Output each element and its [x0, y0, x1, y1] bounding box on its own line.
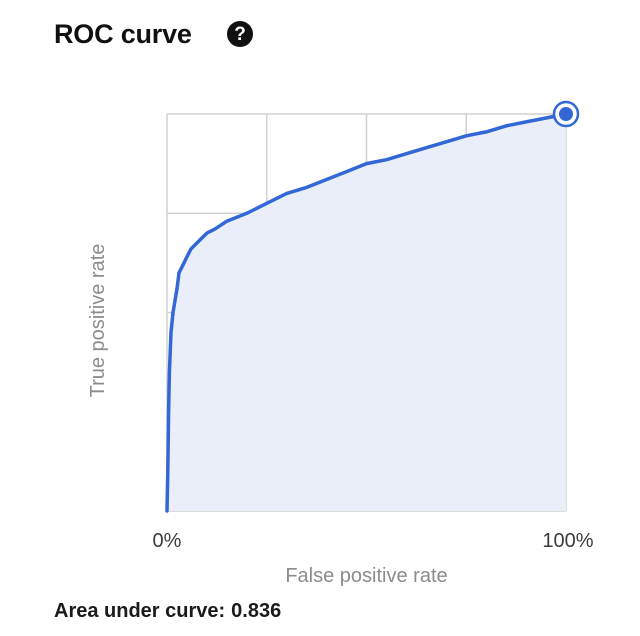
- y-axis-label: True positive rate: [87, 244, 109, 398]
- roc-chart: 0% 100% False positive rate True positiv…: [87, 100, 594, 587]
- x-tick-label-100: 100%: [542, 530, 593, 552]
- chart-header: ROC curve ?: [54, 14, 254, 54]
- help-circle-icon[interactable]: ?: [226, 20, 254, 48]
- highlight-point-dot[interactable]: [559, 107, 573, 121]
- x-tick-label-0: 0%: [153, 530, 182, 552]
- roc-area: [167, 114, 566, 511]
- auc-summary: Area under curve: 0.836: [54, 600, 281, 623]
- svg-text:?: ?: [234, 24, 246, 45]
- chart-title: ROC curve: [54, 18, 192, 49]
- auc-value: 0.836: [231, 600, 282, 622]
- auc-label: Area under curve:: [54, 600, 226, 622]
- x-axis-label: False positive rate: [285, 565, 447, 587]
- highlight-marker[interactable]: [552, 100, 580, 128]
- roc-curve-line: [165, 112, 568, 513]
